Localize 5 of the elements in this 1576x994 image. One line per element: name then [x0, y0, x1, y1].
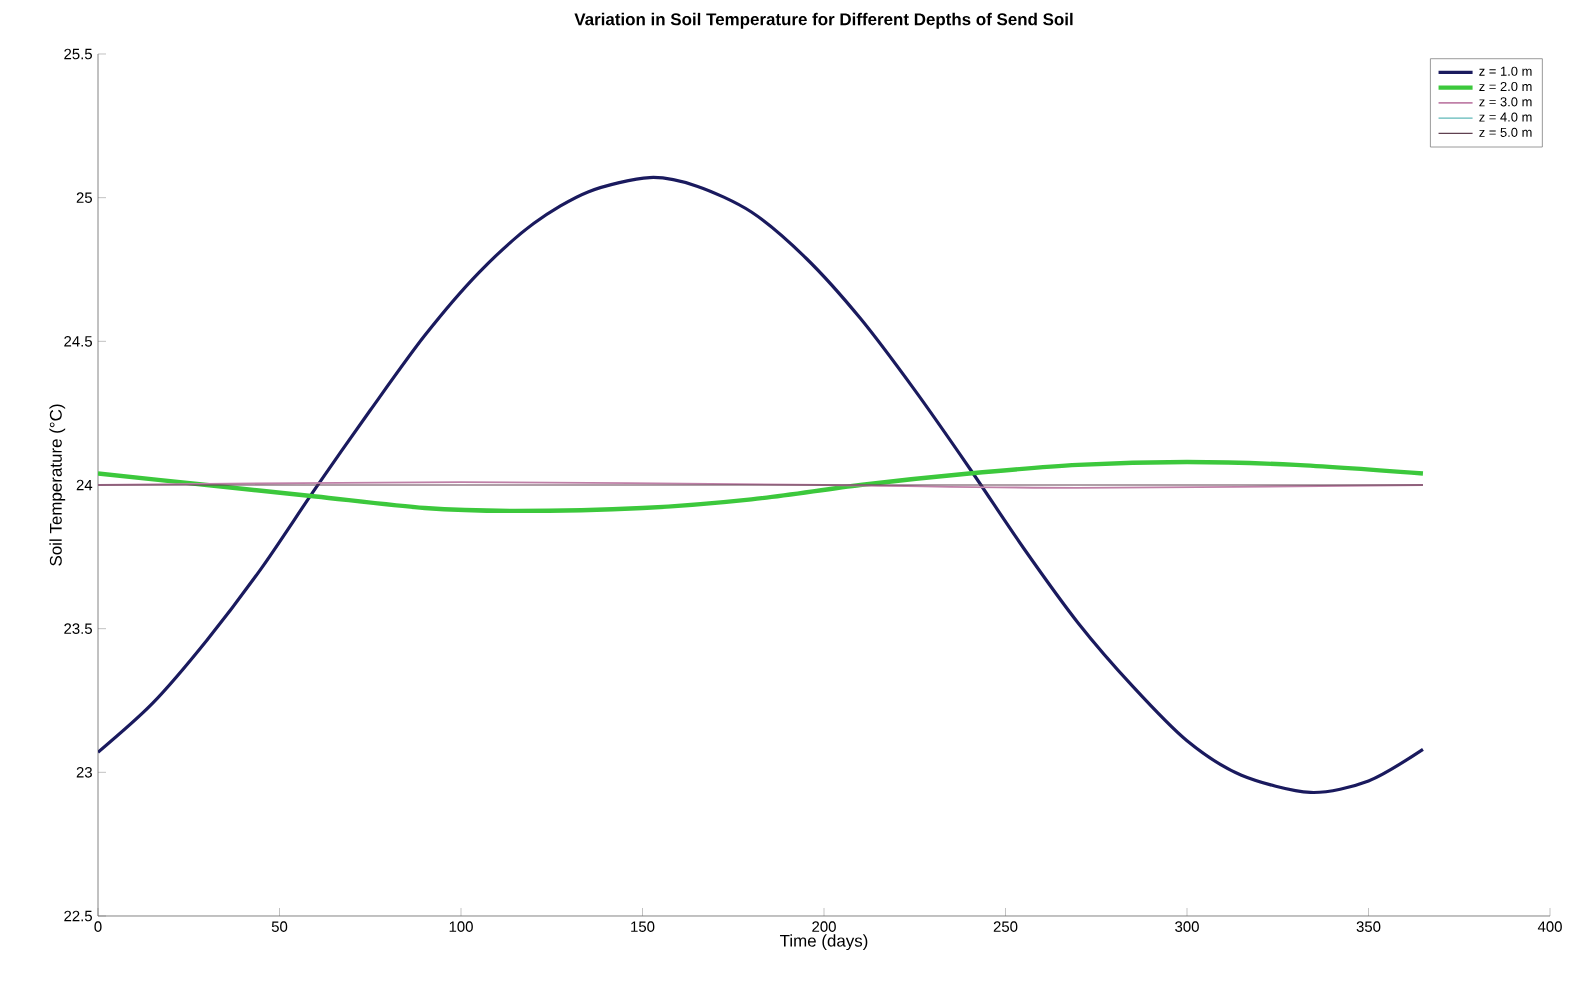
chart-title: Variation in Soil Temperature for Different Depths of Send Soil [574, 12, 1073, 29]
line-series [98, 175, 1425, 795]
x-axis-title: Time (days) [779, 934, 868, 951]
y-axis-title: Soil Temperature (°C) [49, 404, 66, 566]
line-series [98, 459, 1426, 514]
